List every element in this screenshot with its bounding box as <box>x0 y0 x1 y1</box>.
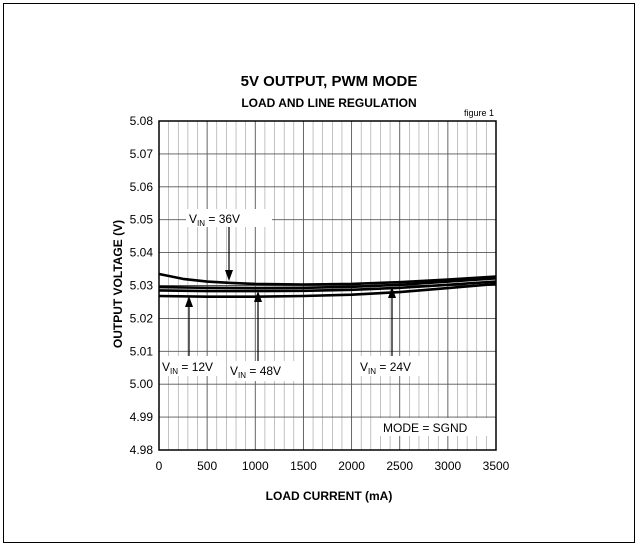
x-tick-labels: 0 500 1000 1500 2000 2500 3000 3500 <box>156 459 510 473</box>
chart-subtitle: LOAD AND LINE REGULATION <box>241 96 416 110</box>
x-tick-label: 1000 <box>242 459 269 473</box>
arrowhead-24v <box>388 287 396 298</box>
chart-title: 5V OUTPUT, PWM MODE <box>241 73 418 90</box>
y-tick-label: 5.08 <box>130 114 154 128</box>
chart-frame <box>3 3 635 543</box>
x-tick-label: 3500 <box>483 459 510 473</box>
y-axis-label: OUTPUT VOLTAGE (V) <box>111 220 125 348</box>
y-tick-label: 5.02 <box>130 311 154 325</box>
x-tick-label: 2500 <box>386 459 413 473</box>
series-line-12v <box>158 280 497 293</box>
figure-label: figure 1 <box>464 108 494 118</box>
x-tick-label: 500 <box>197 459 217 473</box>
annotation-vin36: VIN = 36V <box>189 212 240 228</box>
x-axis-label: LOAD CURRENT (mA) <box>266 489 393 503</box>
y-tick-label: 5.04 <box>130 246 154 260</box>
x-tick-label: 3000 <box>435 459 462 473</box>
y-tick-label: 4.99 <box>130 410 154 424</box>
annotation-vin48: VIN = 48V <box>230 364 281 380</box>
x-tick-label: 2000 <box>338 459 365 473</box>
series-line-24v <box>158 282 497 299</box>
arrowhead-12v <box>185 296 193 307</box>
annotations: VIN = 36V VIN = 12V VIN = 48V VIN = 24V … <box>159 209 488 436</box>
y-tick-label: 5.05 <box>130 213 154 227</box>
annotation-vin24: VIN = 24V <box>360 360 411 376</box>
y-tick-label: 5.00 <box>130 377 154 391</box>
y-tick-label: 5.01 <box>130 344 154 358</box>
y-tick-label: 5.07 <box>130 147 154 161</box>
series-line-36v <box>158 272 497 286</box>
x-tick-label: 1500 <box>290 459 317 473</box>
annotation-vin12: VIN = 12V <box>162 360 213 376</box>
y-tick-labels: 5.08 5.07 5.06 5.05 5.04 5.03 5.02 5.01 5.00 4.99… <box>130 114 154 457</box>
y-tick-label: 4.98 <box>130 443 154 457</box>
series-line-48v <box>158 277 497 290</box>
annotation-mode: MODE = SGND <box>383 421 468 435</box>
arrowhead-36v <box>225 270 233 281</box>
plot-border <box>158 120 497 451</box>
arrowhead-48v <box>254 291 262 302</box>
y-tick-label: 5.06 <box>130 180 154 194</box>
x-tick-label: 0 <box>156 459 163 473</box>
y-tick-label: 5.03 <box>130 279 154 293</box>
series-lines <box>158 272 497 299</box>
